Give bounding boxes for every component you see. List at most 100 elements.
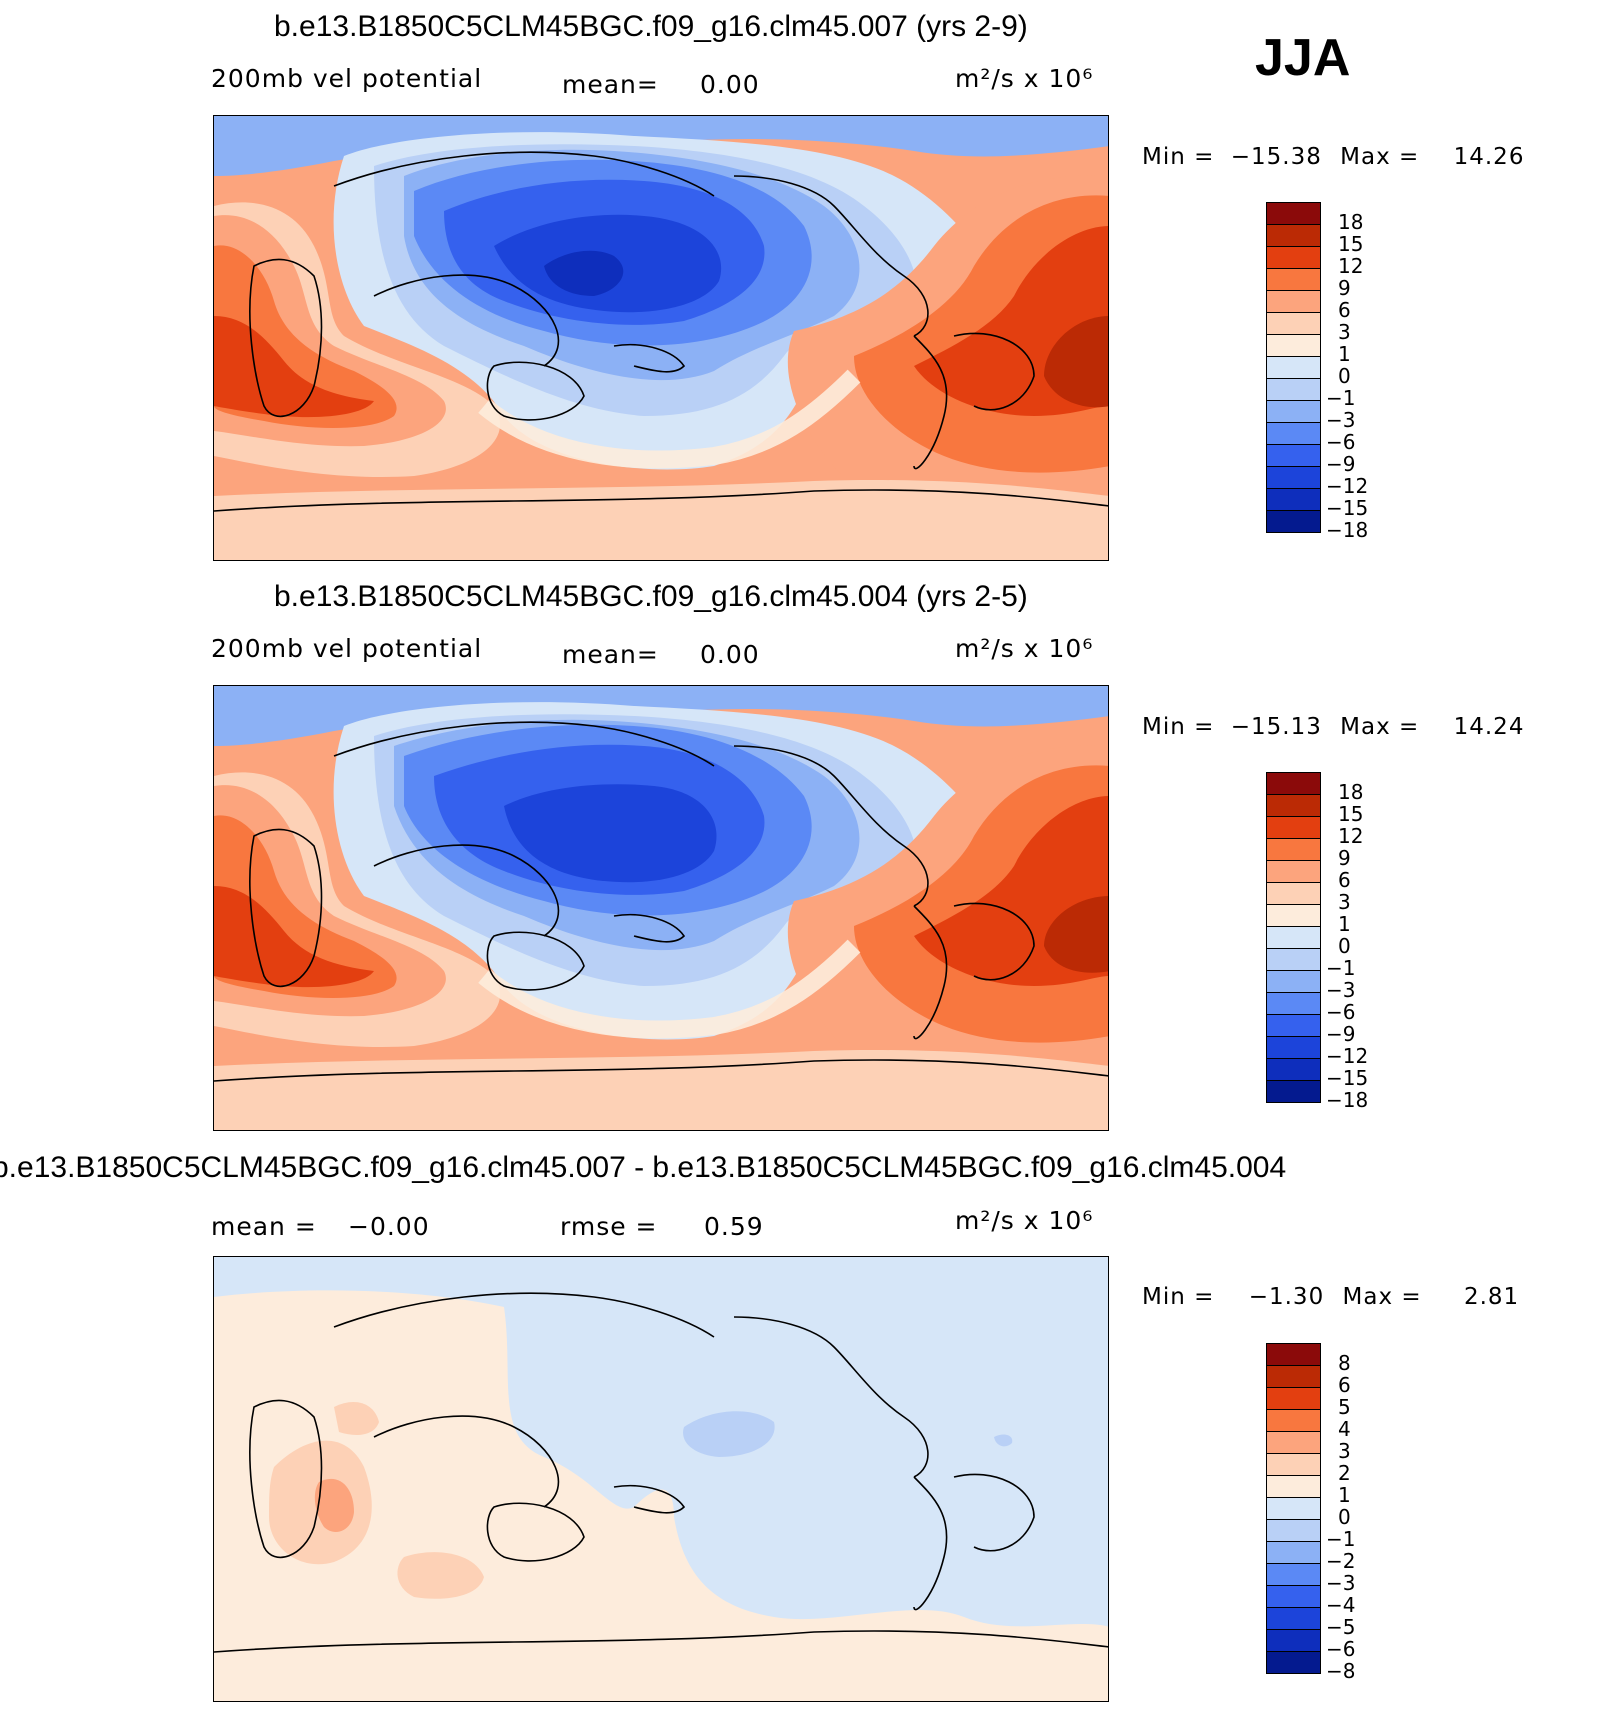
panel1-colorbar-swatch xyxy=(1266,269,1321,291)
panel3-colorbar-tick-label: −1 xyxy=(1326,1527,1356,1551)
panel2-colorbar-swatch xyxy=(1266,905,1321,927)
panel3-colorbar xyxy=(1266,1343,1321,1674)
panel3-colorbar-tick-label: 2 xyxy=(1338,1461,1351,1485)
panel1-colorbar-swatch xyxy=(1266,401,1321,423)
panel1-colorbar-tick-label: −3 xyxy=(1326,408,1356,432)
panel2-colorbar-swatch xyxy=(1266,817,1321,839)
panel2-min-value: −15.13 xyxy=(1230,714,1322,740)
panel1-mean-value: 0.00 xyxy=(700,70,760,99)
panel3-colorbar-tick-label: −4 xyxy=(1326,1593,1356,1617)
panel1-colorbar xyxy=(1266,202,1321,533)
panel2-min-label: Min = xyxy=(1142,714,1215,740)
panel3-colorbar-tick-label: −2 xyxy=(1326,1549,1356,1573)
panel3-colorbar-tick-label: 5 xyxy=(1338,1395,1351,1419)
panel1-colorbar-tick-label: 3 xyxy=(1338,320,1351,344)
panel1-colorbar-swatch xyxy=(1266,489,1321,511)
panel1-colorbar-tick-label: −18 xyxy=(1326,518,1369,542)
panel2-colorbar-swatch xyxy=(1266,993,1321,1015)
panel3-colorbar-swatch xyxy=(1266,1498,1321,1520)
season-label: JJA xyxy=(1255,29,1351,87)
panel2-max-value: 14.24 xyxy=(1453,714,1525,740)
panel1-colorbar-swatch xyxy=(1266,379,1321,401)
panel2-units: m²/s x 10⁶ xyxy=(955,634,1094,663)
panel1-colorbar-tick-label: 12 xyxy=(1338,254,1364,278)
panel3-colorbar-swatch xyxy=(1266,1476,1321,1498)
panel2-map xyxy=(213,685,1109,1131)
panel1-colorbar-swatch xyxy=(1266,445,1321,467)
panel1-colorbar-swatch xyxy=(1266,202,1321,225)
panel1-colorbar-swatch xyxy=(1266,313,1321,335)
panel3-colorbar-tick-label: 6 xyxy=(1338,1373,1351,1397)
panel2-colorbar-tick-label: −3 xyxy=(1326,978,1356,1002)
panel2-colorbar-tick-label: 3 xyxy=(1338,890,1351,914)
panel2-colorbar-swatch xyxy=(1266,883,1321,905)
panel2-colorbar xyxy=(1266,772,1321,1103)
panel1-colorbar-swatch xyxy=(1266,225,1321,247)
panel2-colorbar-tick-label: 9 xyxy=(1338,846,1351,870)
panel2-colorbar-swatch xyxy=(1266,1015,1321,1037)
panel2-colorbar-tick-label: 15 xyxy=(1338,802,1364,826)
panel3-colorbar-swatch xyxy=(1266,1432,1321,1454)
panel2-colorbar-tick-label: −1 xyxy=(1326,956,1356,980)
panel2-colorbar-swatch xyxy=(1266,949,1321,971)
panel3-rmse-value: 0.59 xyxy=(704,1212,764,1241)
panel3-colorbar-swatch xyxy=(1266,1366,1321,1388)
panel1-colorbar-tick-label: 18 xyxy=(1338,210,1364,234)
panel2-colorbar-tick-label: 12 xyxy=(1338,824,1364,848)
panel2-title: b.e13.B1850C5CLM45BGC.f09_g16.clm45.004 … xyxy=(274,580,1028,613)
panel3-colorbar-tick-label: −6 xyxy=(1326,1637,1356,1661)
panel2-colorbar-swatch xyxy=(1266,795,1321,817)
panel2-colorbar-swatch xyxy=(1266,1037,1321,1059)
panel1-colorbar-tick-label: 0 xyxy=(1338,364,1351,388)
panel1-colorbar-swatch xyxy=(1266,291,1321,313)
panel1-min-value: −15.38 xyxy=(1230,144,1322,170)
panel2-colorbar-swatch xyxy=(1266,927,1321,949)
panel1-colorbar-tick-label: −15 xyxy=(1326,496,1369,520)
panel3-colorbar-tick-label: −3 xyxy=(1326,1571,1356,1595)
panel3-max-label: Max = xyxy=(1342,1284,1422,1310)
panel2-colorbar-swatch xyxy=(1266,772,1321,795)
panel1-colorbar-tick-label: −1 xyxy=(1326,386,1356,410)
panel1-variable-label: 200mb vel potential xyxy=(211,64,483,93)
panel3-colorbar-swatch xyxy=(1266,1586,1321,1608)
panel3-title: b.e13.B1850C5CLM45BGC.f09_g16.clm45.007 … xyxy=(0,1151,1287,1184)
panel3-min-label: Min = xyxy=(1142,1284,1215,1310)
panel1-colorbar-swatch xyxy=(1266,511,1321,533)
panel1-colorbar-swatch xyxy=(1266,335,1321,357)
panel3-colorbar-tick-label: 1 xyxy=(1338,1483,1351,1507)
panel2-colorbar-tick-label: −6 xyxy=(1326,1000,1356,1024)
panel3-max-value: 2.81 xyxy=(1463,1284,1520,1310)
panel1-colorbar-tick-label: −12 xyxy=(1326,474,1369,498)
panel3-colorbar-tick-label: −5 xyxy=(1326,1615,1356,1639)
panel3-colorbar-swatch xyxy=(1266,1652,1321,1674)
panel3-colorbar-swatch xyxy=(1266,1564,1321,1586)
panel1-colorbar-swatch xyxy=(1266,423,1321,445)
panel3-colorbar-tick-label: 3 xyxy=(1338,1439,1351,1463)
panel2-max-label: Max = xyxy=(1340,714,1420,740)
panel1-colorbar-tick-label: 6 xyxy=(1338,298,1351,322)
panel2-colorbar-swatch xyxy=(1266,839,1321,861)
panel1-max-value: 14.26 xyxy=(1453,144,1525,170)
panel3-minmax: Min = −1.30 Max = 2.81 xyxy=(1142,1284,1519,1310)
panel2-colorbar-swatch xyxy=(1266,861,1321,883)
panel2-colorbar-tick-label: −15 xyxy=(1326,1066,1369,1090)
panel3-rmse-label: rmse = xyxy=(560,1212,658,1241)
panel1-colorbar-tick-label: −6 xyxy=(1326,430,1356,454)
panel1-colorbar-tick-label: −9 xyxy=(1326,452,1356,476)
panel2-colorbar-tick-label: 1 xyxy=(1338,912,1351,936)
panel3-colorbar-tick-label: 8 xyxy=(1338,1351,1351,1375)
panel2-mean-label: mean= xyxy=(562,640,659,669)
panel1-minmax: Min = −15.38 Max = 14.26 xyxy=(1142,144,1524,170)
panel2-minmax: Min = −15.13 Max = 14.24 xyxy=(1142,714,1524,740)
panel3-colorbar-swatch xyxy=(1266,1388,1321,1410)
panel2-colorbar-tick-label: 0 xyxy=(1338,934,1351,958)
panel2-colorbar-swatch xyxy=(1266,971,1321,993)
panel3-colorbar-swatch xyxy=(1266,1630,1321,1652)
panel3-colorbar-swatch xyxy=(1266,1542,1321,1564)
panel1-contour-plot xyxy=(214,116,1108,560)
panel2-mean-value: 0.00 xyxy=(700,640,760,669)
panel3-map xyxy=(213,1256,1109,1702)
panel1-title: b.e13.B1850C5CLM45BGC.f09_g16.clm45.007 … xyxy=(274,10,1028,43)
panel3-colorbar-tick-label: −8 xyxy=(1326,1659,1356,1683)
panel1-units: m²/s x 10⁶ xyxy=(955,64,1094,93)
